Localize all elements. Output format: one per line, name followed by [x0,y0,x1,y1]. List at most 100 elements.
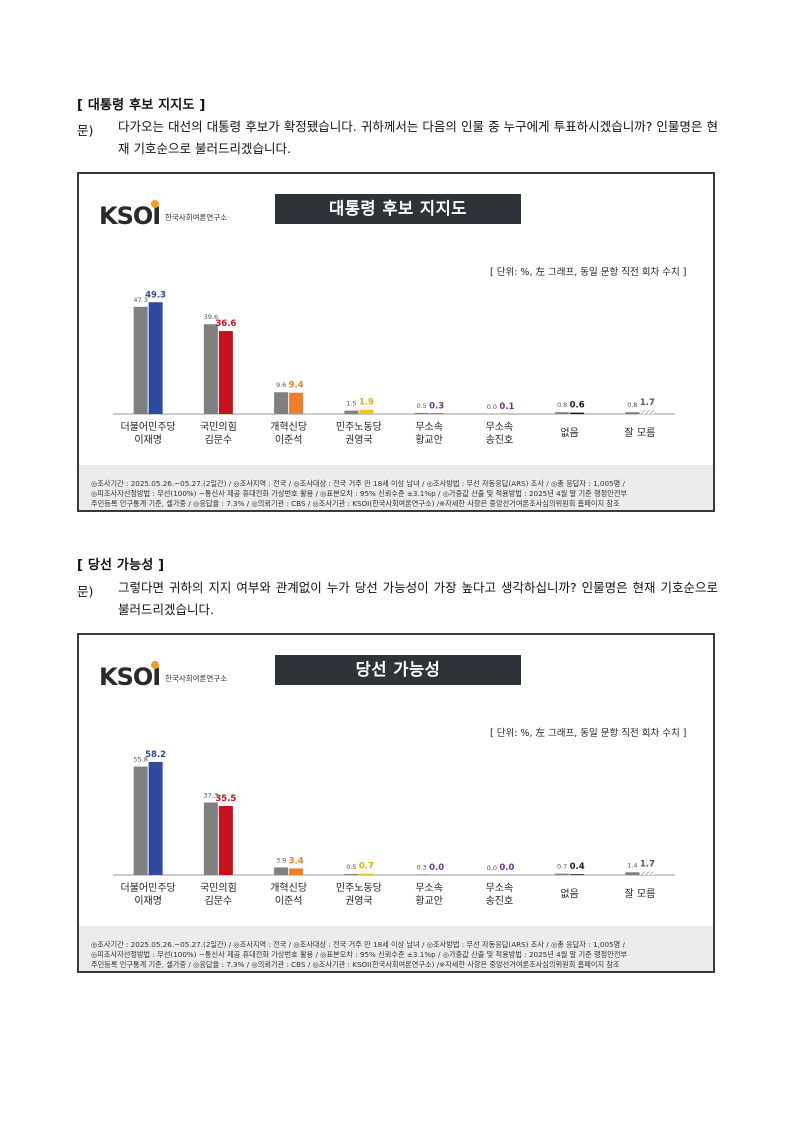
data-label-previous: 0.0 [487,403,497,411]
data-label-current: 1.7 [640,860,655,870]
bar-current [429,413,444,414]
category-label: 민주노동당 [336,882,382,894]
bar-previous [625,412,640,414]
data-label-previous: 39.6 [204,313,218,321]
category-label: 민주노동당 [336,421,382,433]
question-label: 문) [77,123,94,138]
bar-current [640,871,655,875]
logo-word: KSOI [99,663,161,691]
unit-note: [ 단위: %, 左 그래프, 동일 문항 직전 회차 수치 ] [490,267,687,278]
bar-current [570,412,585,414]
footnote-line-3: 주민등록 인구통계 기준, 셀가중 / ◎응답율 : 7.3% / ◎의뢰기관 … [91,960,620,969]
bar-current [359,409,374,414]
category-label: 송진호 [486,434,514,446]
category-label: 이재명 [134,434,162,446]
category-label: 잘 모름 [624,427,655,439]
data-label-current: 0.6 [570,401,585,411]
bar-previous [203,324,218,414]
data-label-current: 1.9 [359,398,374,408]
footnote-band [79,465,713,510]
category-label: 이재명 [134,895,162,907]
bar-current [218,331,233,414]
bar-previous [344,410,359,414]
category-label: 잘 모름 [624,888,655,900]
data-label-previous: 0.0 [487,864,497,872]
data-label-current: 3.4 [289,856,304,866]
section-title-win: [ 당선 가능성 ] [77,558,165,573]
bar-current [570,874,585,875]
data-label-previous: 0.5 [346,863,356,871]
category-label: 권영국 [345,895,373,907]
category-label: 무소속 [415,421,443,433]
unit-note: [ 단위: %, 左 그래프, 동일 문항 직전 회차 수치 ] [490,728,687,739]
logo-dot-icon [151,200,159,208]
data-label-previous: 37.3 [204,792,218,800]
data-label-previous: 0.8 [557,401,567,409]
bar-current [218,806,233,875]
bar-current [289,868,304,875]
category-label: 무소속 [415,882,443,894]
data-label-current: 0.4 [570,862,585,872]
footnote-band [79,926,713,971]
data-label-current: 49.3 [145,290,166,300]
bar-previous [555,412,570,414]
bar-previous [555,873,570,875]
category-label: 국민의힘 [200,421,237,433]
footnote-line-1: ◎조사기간 : 2025.05.26.~05.27.(2일간) / ◎조사지역 … [91,479,625,488]
data-label-current: 0.1 [499,402,514,412]
logo-word: KSOI [99,202,161,230]
question-text: 다가오는 대선의 대통령 후보가 확정됐습니다. 귀하께서는 다음의 인물 중 … [118,119,718,156]
logo-subtitle: 한국사회여론연구소 [165,674,228,683]
data-label-current: 1.7 [640,398,655,408]
data-label-previous: 9.6 [276,381,286,389]
data-label-previous: 3.9 [276,856,286,864]
category-label: 없음 [560,887,578,900]
category-label: 이준석 [275,434,303,446]
bar-current [640,410,655,414]
category-label: 이준석 [275,895,303,907]
data-label-current: 0.0 [499,863,514,873]
data-label-previous: 55.8 [133,756,147,764]
data-label-previous: 1.4 [627,861,637,869]
category-label: 권영국 [345,434,373,446]
bar-previous [274,392,289,414]
data-label-previous: 0.3 [416,863,426,871]
category-label: 개혁신당 [270,421,307,433]
category-label: 개혁신당 [270,882,307,894]
bar-previous [625,872,640,875]
category-label: 김문수 [205,895,233,907]
data-label-current: 58.2 [145,750,166,760]
chart-panel-win: KSOI 한국사회여론연구소 당선 가능성 [ 단위: %, 左 그래프, 동일… [77,633,715,973]
category-label: 황교안 [415,434,443,446]
bar-previous [274,867,289,875]
data-label-previous: 0.5 [416,402,426,410]
data-label-current: 0.3 [429,401,444,411]
bar-previous [203,802,218,875]
bar-previous [133,306,148,414]
footnote-line-1: ◎조사기간 : 2025.05.26.~05.27.(2일간) / ◎조사지역 … [91,940,625,949]
bar-current [289,392,304,414]
data-label-previous: 0.7 [557,863,567,871]
bar-previous [133,766,148,875]
bar-previous [414,874,429,875]
question-label: 문) [77,584,94,599]
footnote-line-2: ◎피조사자선정방법 : 무선(100%) ~통신사 제공 휴대전화 가상번호 활… [91,489,628,498]
chart-title: 당선 가능성 [275,655,521,685]
category-label: 더불어민주당 [121,421,176,433]
bar-current [359,873,374,875]
question-text: 그렇다면 귀하의 지지 여부와 관계없이 누가 당선 가능성이 가장 높다고 생… [118,580,718,617]
section-title-support: [ 대통령 후보 지지도 ] [77,98,206,113]
bar-current [148,302,163,414]
category-label: 더불어민주당 [121,882,176,894]
bar-current [148,761,163,875]
category-label: 국민의힘 [200,882,237,894]
data-label-previous: 1.5 [346,400,356,408]
data-label-current: 0.7 [359,862,374,872]
category-label: 무소속 [486,421,514,433]
category-label: 없음 [560,426,578,439]
data-label-current: 36.6 [215,319,236,329]
chart-panel-support: KSOI 한국사회여론연구소 대통령 후보 지지도 [ 단위: %, 左 그래프… [77,172,715,512]
bar-previous [414,412,429,414]
